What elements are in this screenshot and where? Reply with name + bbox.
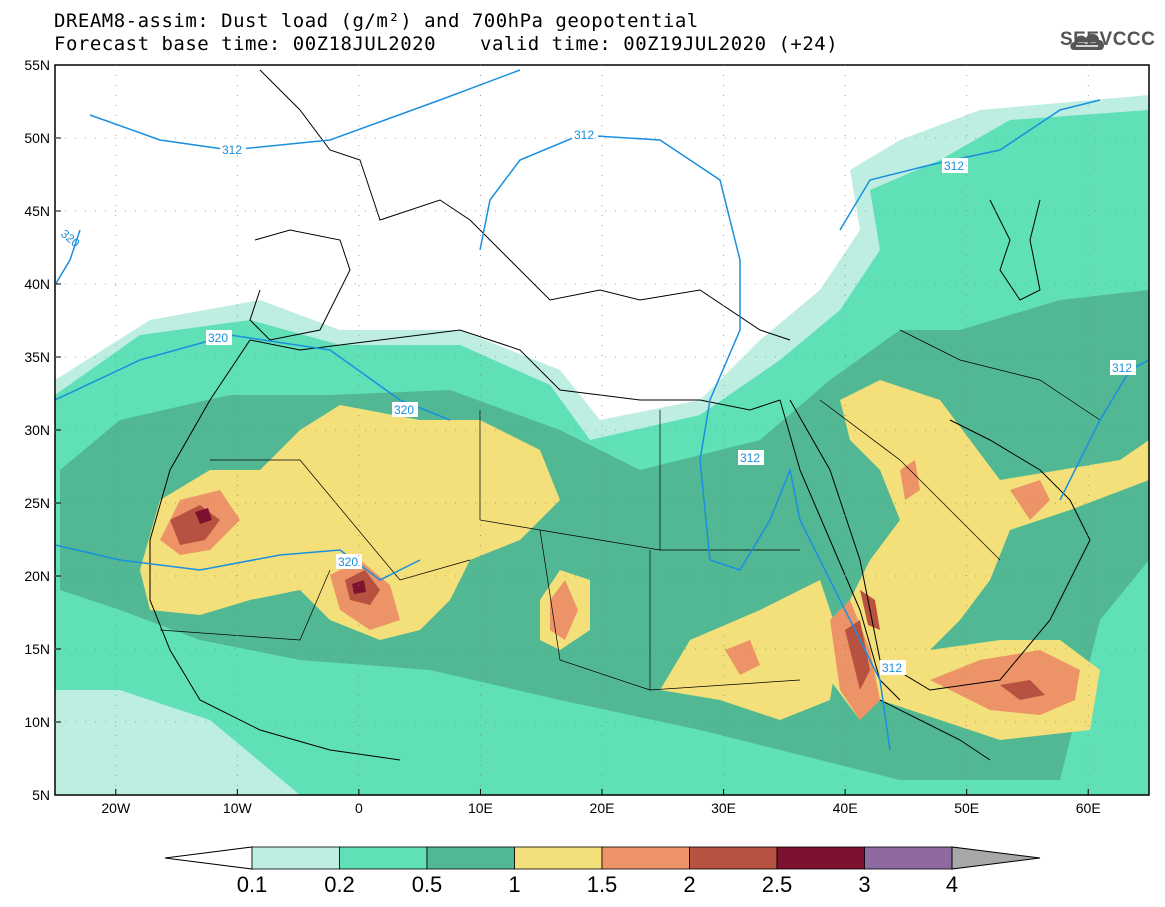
- colorbar-swatch: [251, 846, 340, 870]
- lat-label: 35N: [24, 349, 50, 365]
- border-chad: [539, 529, 651, 691]
- contour-label: 320: [208, 331, 228, 345]
- coast-arabia: [789, 399, 1091, 691]
- border-iran: [899, 329, 1101, 421]
- contour-312-ne: [839, 99, 1101, 231]
- colorbar-swatch: [601, 846, 690, 870]
- coast-iberia: [249, 229, 351, 341]
- colorbar-label: 1: [508, 872, 521, 897]
- lat-label: 45N: [24, 203, 50, 219]
- graticule: [55, 64, 1149, 796]
- lat-label: 10N: [24, 714, 50, 730]
- lon-label: 30E: [711, 800, 736, 816]
- colorbar-label: 0.5: [411, 872, 443, 897]
- lat-label: 5N: [32, 787, 50, 803]
- colorbar-label: 0.1: [236, 872, 268, 897]
- lat-label: 55N: [24, 57, 50, 73]
- contour-label: 312: [944, 159, 964, 173]
- colorbar-under-arrow: [164, 846, 253, 870]
- contour-312-se: [1059, 359, 1149, 501]
- border-algeria: [210, 459, 471, 581]
- coast-north-africa: [249, 329, 781, 411]
- contour-label: 312: [882, 661, 902, 675]
- valid-time: valid time: 00Z19JUL2020 (+24): [480, 33, 839, 55]
- colorbar-label: 4: [945, 872, 959, 897]
- title-line-2: Forecast base time: 00Z18JUL2020: [54, 33, 437, 55]
- colorbar-swatch: [339, 846, 428, 870]
- lon-label: 40E: [833, 800, 858, 816]
- contour-320-south: [55, 544, 421, 581]
- contour-label: 312: [740, 451, 760, 465]
- lon-label: 60E: [1076, 800, 1101, 816]
- colorbar-swatch: [426, 846, 515, 870]
- coastlines: [149, 69, 1091, 761]
- contour-320-west: [55, 229, 81, 286]
- dust-band-2: [170, 505, 1045, 700]
- colorbar-swatch: [864, 846, 953, 870]
- colorbar-label: 2.5: [761, 872, 793, 897]
- lon-label: 0: [355, 800, 363, 816]
- dust-band-1-west: [140, 405, 560, 640]
- colorbar-label: 0.2: [324, 872, 355, 897]
- border-saudi: [819, 399, 1001, 561]
- title-line-1: DREAM8-assim: Dust load (g/m²) and 700hP…: [54, 10, 699, 32]
- colorbar-swatch: [776, 846, 865, 870]
- lat-label: 25N: [24, 495, 50, 511]
- contour-label: 320: [394, 403, 414, 417]
- cloud-logo-icon: [1070, 34, 1105, 50]
- colorbar-over-arrow: [951, 846, 1041, 870]
- colorbar-swatch: [514, 846, 603, 870]
- contour-label: 312: [574, 128, 594, 142]
- border-libya: [479, 410, 661, 551]
- lat-label: 30N: [24, 422, 50, 438]
- lon-label: 10E: [468, 800, 493, 816]
- contour-312-north: [89, 69, 521, 151]
- logo-text: SEEVCCC: [1060, 29, 1156, 50]
- colorbar-label: 2: [683, 872, 696, 897]
- colorbar-label: 1.5: [586, 872, 618, 897]
- border-egypt: [659, 410, 800, 551]
- contour-label: 312: [1112, 361, 1132, 375]
- coast-west-africa: [149, 339, 401, 761]
- latitude-labels: 55N 50N 45N 40N 35N 30N 25N 20N 15N 10N 5N: [24, 57, 50, 803]
- caspian: [989, 199, 1041, 301]
- colorbar-label: 3: [858, 872, 871, 897]
- coast-europe: [259, 69, 791, 341]
- lat-label: 20N: [24, 568, 50, 584]
- lon-label: 10W: [223, 800, 253, 816]
- lat-label: 15N: [24, 641, 50, 657]
- coast-horn: [879, 699, 991, 761]
- colorbar-swatch: [689, 846, 778, 870]
- colorbar: [164, 846, 1041, 870]
- lon-label: 20E: [590, 800, 615, 816]
- dust-band-1.5: [160, 460, 1080, 720]
- contour-label: 320: [338, 555, 358, 569]
- border-mali: [159, 569, 331, 641]
- lon-label: 20W: [101, 800, 131, 816]
- borders: [159, 329, 1101, 691]
- longitude-labels: 20W 10W 0 10E 20E 30E 40E 50E 60E: [101, 800, 1100, 816]
- lat-label: 50N: [24, 130, 50, 146]
- lat-label: 40N: [24, 276, 50, 292]
- lon-label: 50E: [954, 800, 979, 816]
- contour-label: 312: [222, 143, 242, 157]
